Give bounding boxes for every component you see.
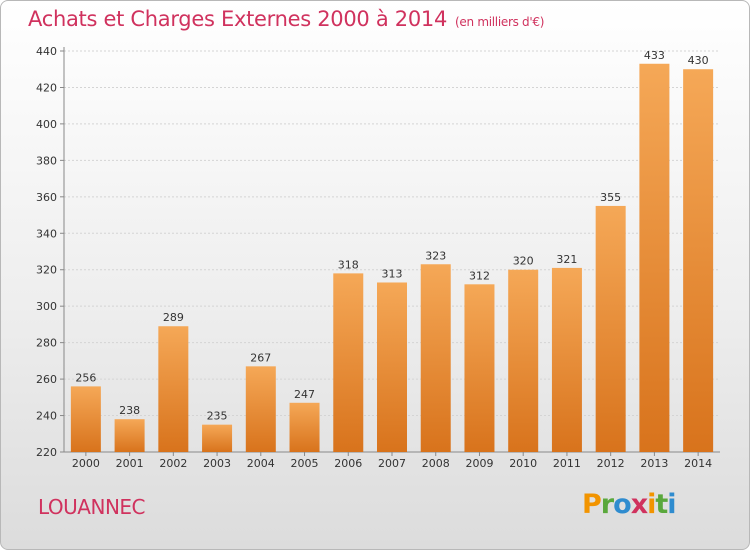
bar-value-label: 433 [644, 49, 665, 62]
proxiti-logo[interactable]: Proxiti [582, 489, 677, 520]
place-name: LOUANNEC [38, 495, 146, 519]
bar [420, 264, 451, 452]
bar-value-label: 430 [688, 54, 709, 67]
bar-value-label: 312 [469, 269, 490, 282]
bar [70, 386, 101, 452]
bar [114, 419, 145, 452]
bar [333, 273, 364, 452]
bar-value-label: 323 [425, 249, 446, 262]
y-tick-label: 380 [36, 154, 57, 167]
labels: 256 238 289 235 267 247 318 313 323 312 320 321 355 4… [75, 49, 708, 423]
x-tick-label: 2002 [159, 457, 187, 470]
chart-title: Achats et Charges Externes 2000 à 2014 (e… [28, 7, 544, 31]
y-tick-label: 280 [36, 337, 57, 350]
y-tick-label: 320 [36, 264, 57, 277]
x-tick-label: 2004 [247, 457, 275, 470]
y-tick-label: 340 [36, 227, 57, 240]
logo-letter: i [647, 489, 656, 520]
bar [245, 366, 276, 452]
logo-letter: o [613, 489, 632, 520]
logo-letter: x [630, 489, 648, 520]
bar-value-label: 313 [382, 267, 403, 280]
bar [508, 269, 539, 452]
y-tick-label: 420 [36, 81, 57, 94]
axes: 220 240 260 280 300 320 340 360 380 400 420 440 2000… [36, 45, 720, 470]
x-tick-label: 2008 [422, 457, 450, 470]
x-tick-label: 2013 [640, 457, 668, 470]
bar [202, 424, 233, 452]
bar-value-label: 320 [513, 255, 534, 268]
bar-value-label: 355 [600, 191, 621, 204]
x-tick-label: 2000 [72, 457, 100, 470]
logo-letter: r [600, 489, 614, 520]
y-tick-label: 440 [36, 45, 57, 58]
bar [377, 282, 407, 452]
y-tick-label: 240 [36, 410, 57, 423]
bar-value-label: 267 [250, 351, 271, 364]
bar [683, 69, 714, 453]
x-tick-label: 2003 [203, 457, 231, 470]
logo-letter: P [582, 489, 602, 520]
bar [595, 205, 626, 452]
x-tick-label: 2005 [291, 457, 319, 470]
bar-value-label: 235 [207, 410, 228, 423]
chart-subtitle: (en milliers d'€) [455, 15, 545, 29]
bar-value-label: 318 [338, 258, 359, 271]
bar [639, 63, 670, 452]
y-tick-label: 260 [36, 373, 57, 386]
y-tick-label: 220 [36, 446, 57, 459]
x-tick-label: 2011 [553, 457, 581, 470]
logo-letter: t [655, 489, 668, 520]
x-tick-label: 2006 [334, 457, 362, 470]
bar [158, 326, 189, 452]
bar-value-label: 247 [294, 388, 315, 401]
bar-value-label: 289 [163, 311, 184, 324]
logo-letter: i [667, 489, 676, 520]
x-tick-label: 2007 [378, 457, 406, 470]
bar [289, 402, 320, 452]
bar-value-label: 256 [75, 371, 96, 384]
bar [551, 267, 582, 452]
bars [70, 63, 714, 453]
bar-value-label: 238 [119, 404, 140, 417]
chart-title-text: Achats et Charges Externes 2000 à 2014 [28, 7, 448, 31]
x-tick-label: 2010 [509, 457, 537, 470]
x-tick-label: 2001 [116, 457, 144, 470]
y-tick-label: 300 [36, 300, 57, 313]
y-tick-label: 400 [36, 118, 57, 131]
x-tick-label: 2009 [465, 457, 493, 470]
y-tick-label: 360 [36, 191, 57, 204]
x-tick-label: 2014 [684, 457, 712, 470]
bar-value-label: 321 [556, 253, 577, 266]
bar [464, 284, 495, 452]
x-tick-label: 2012 [597, 457, 625, 470]
